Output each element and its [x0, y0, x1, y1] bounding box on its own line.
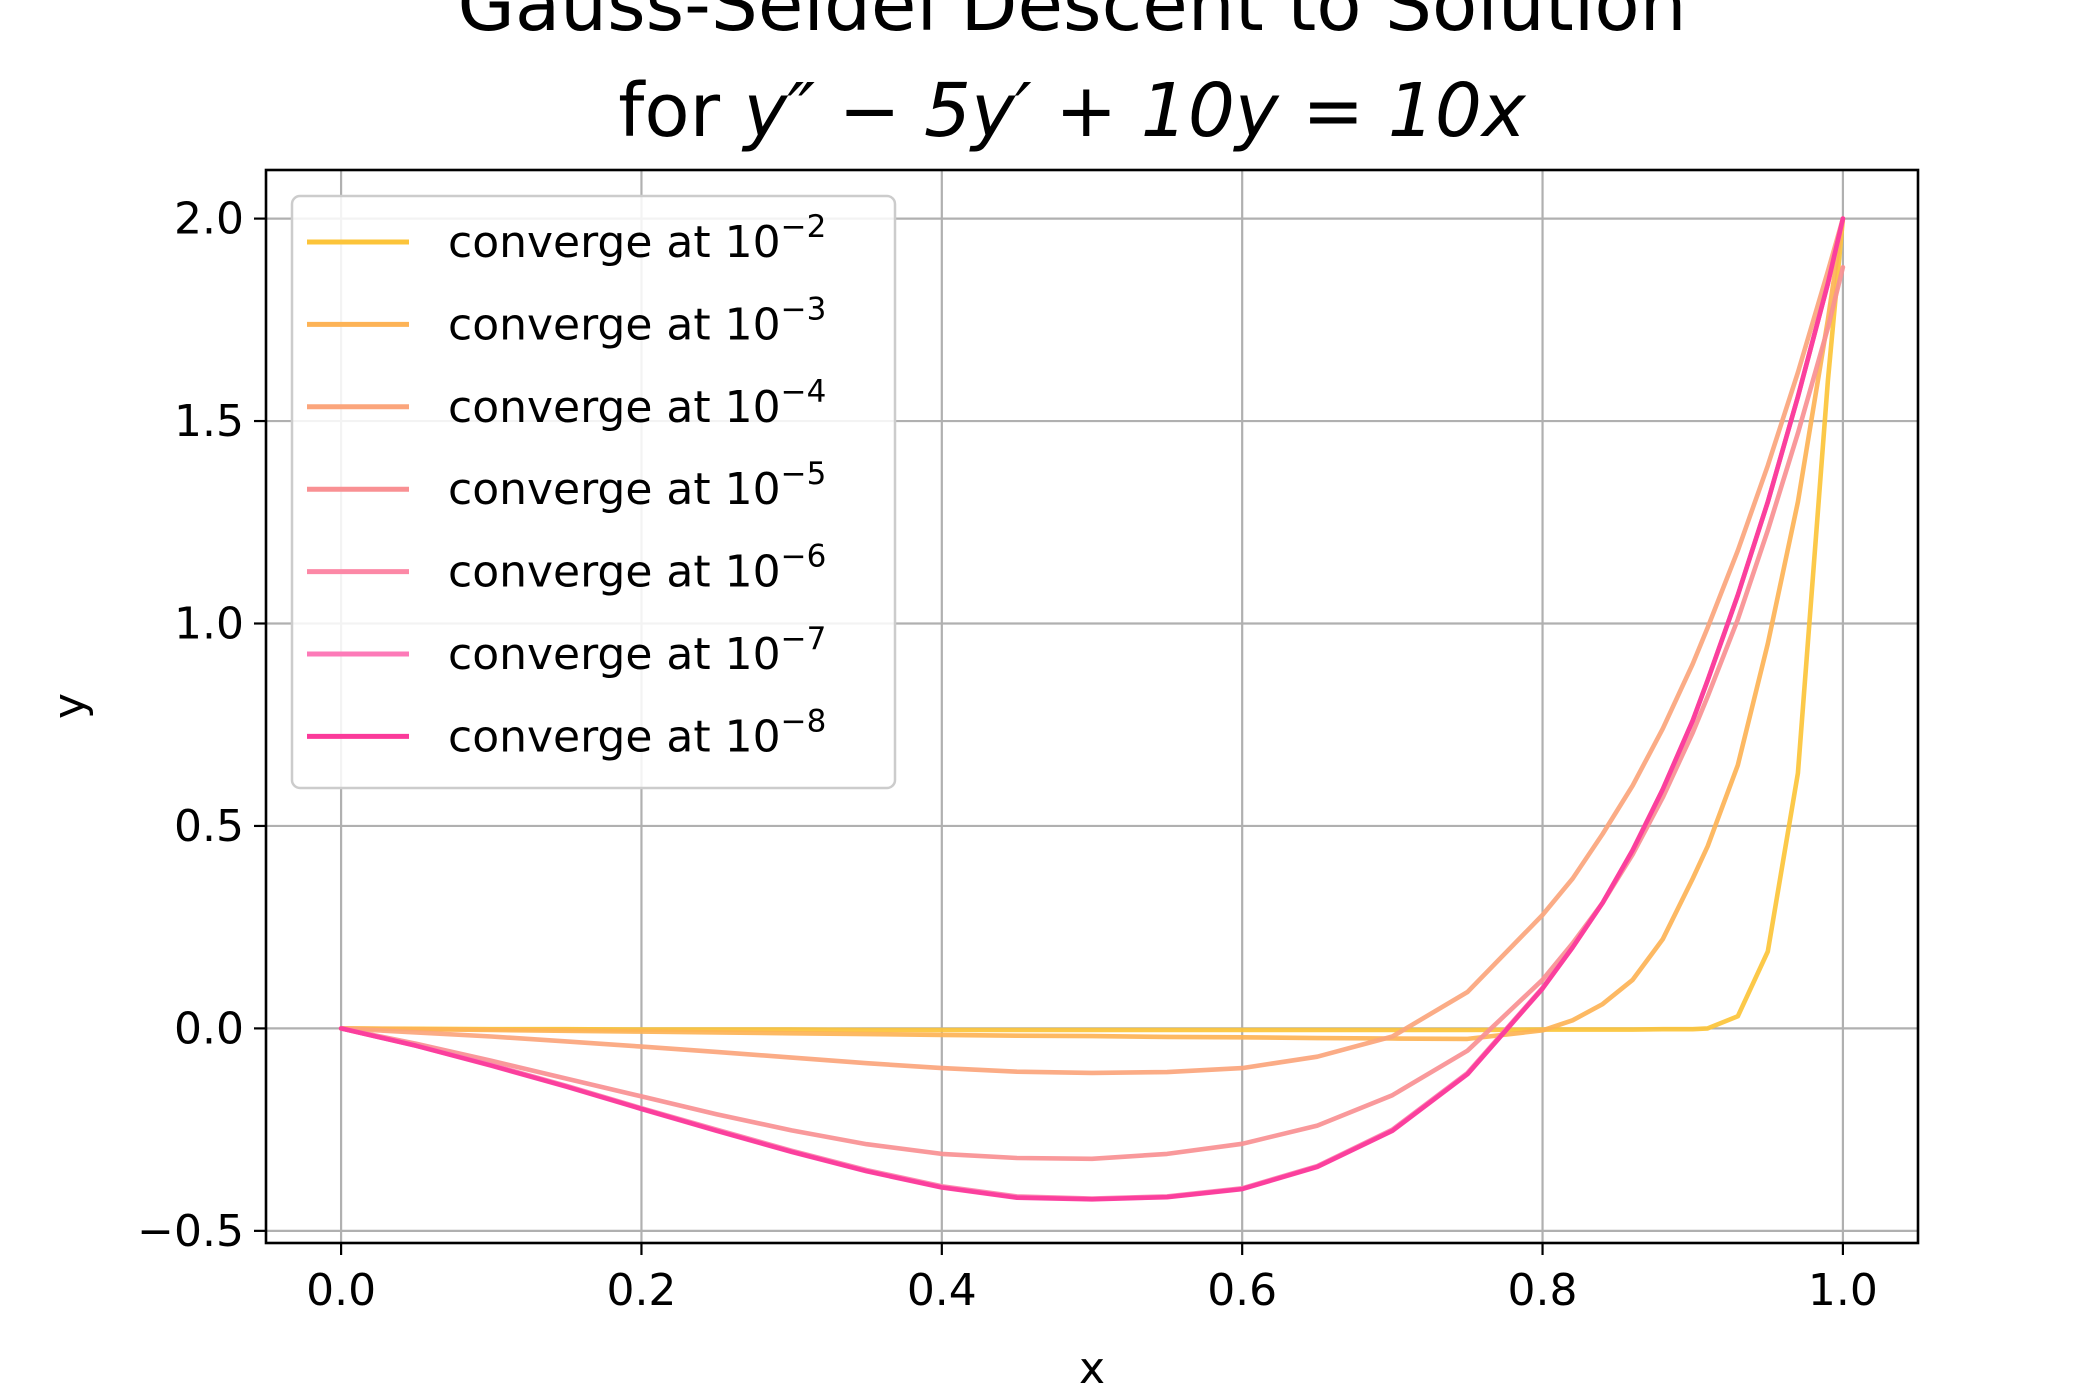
legend-label-7: converge at 10−8: [448, 703, 826, 762]
data-series: [338, 216, 1846, 1202]
legend-label-1: converge at 10−2: [448, 209, 826, 268]
y-tick-label-4: 1.5: [174, 396, 244, 447]
chart-title-line-1: Gauss-Seidel Descent to Solution: [457, 0, 1686, 48]
y-axis-ticks: −0.5 0.0 0.5 1.0 1.5 2.0: [137, 194, 266, 1257]
y-tick-label-3: 1.0: [174, 598, 244, 649]
plot-area-frame: [264, 168, 1920, 1245]
y-axis-label: y: [44, 693, 95, 719]
legend-entries: converge at 10−2 converge at 10−3 converge…: [307, 209, 826, 762]
y-tick-label-5: 2.0: [174, 194, 244, 245]
x-axis-label: x: [1079, 1343, 1105, 1394]
series-line-3: [338, 216, 1846, 1076]
legend-label-3: converge at 10−4: [448, 374, 826, 433]
series-line-7: [338, 216, 1846, 1202]
legend-box: [290, 194, 897, 790]
x-tick-label-0: 0.0: [306, 1265, 376, 1316]
x-tick-label-5: 1.0: [1808, 1265, 1878, 1316]
legend-label-2: converge at 10−3: [448, 291, 826, 350]
chart-title-equation: y″ − 5y′ + 10y = 10x: [742, 68, 1527, 154]
legend: converge at 10−2 converge at 10−3 converge…: [290, 194, 897, 790]
x-tick-label-1: 0.2: [606, 1265, 676, 1316]
legend-label-6: converge at 10−7: [448, 621, 826, 680]
series-line-2: [338, 216, 1846, 1042]
legend-label-4: converge at 10−5: [448, 456, 826, 515]
x-tick-label-4: 0.8: [1508, 1265, 1578, 1316]
y-tick-label-2: 0.5: [174, 801, 244, 852]
x-axis-ticks: 0.0 0.2 0.4 0.6 0.8 1.0: [306, 1243, 1878, 1316]
y-tick-label-0: −0.5: [137, 1206, 244, 1257]
x-tick-label-2: 0.4: [907, 1265, 977, 1316]
x-tick-label-3: 0.6: [1207, 1265, 1277, 1316]
chart-title-prefix: for: [618, 68, 743, 154]
legend-label-5: converge at 10−6: [448, 539, 826, 598]
chart-title-line-2: for y″ − 5y′ + 10y = 10x: [618, 68, 1527, 154]
y-tick-label-1: 0.0: [174, 1003, 244, 1054]
series-line-4: [338, 264, 1846, 1162]
series-line-1: [338, 216, 1846, 1033]
